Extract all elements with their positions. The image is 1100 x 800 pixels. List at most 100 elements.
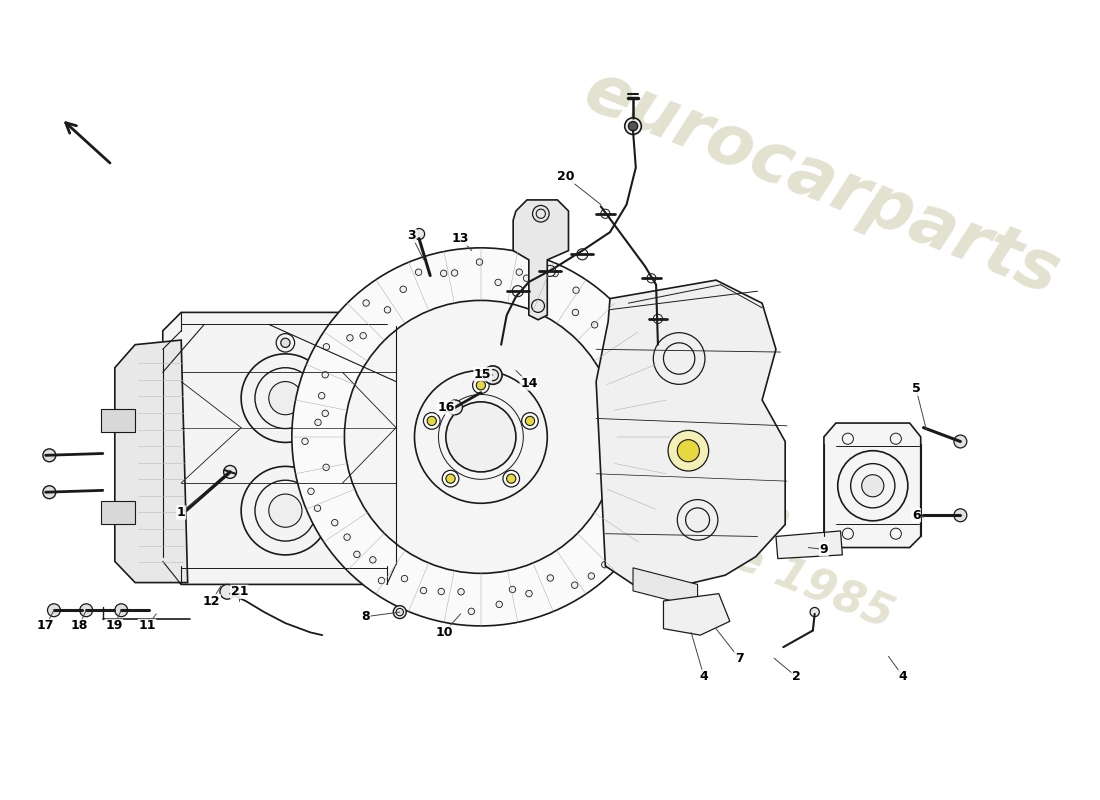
Polygon shape <box>101 502 135 525</box>
Circle shape <box>344 301 617 574</box>
Circle shape <box>620 527 627 534</box>
Circle shape <box>476 259 483 266</box>
Circle shape <box>647 274 656 283</box>
Text: 2: 2 <box>792 670 801 683</box>
Text: 5: 5 <box>912 382 921 395</box>
Text: 16: 16 <box>437 401 454 414</box>
Circle shape <box>315 505 321 511</box>
Text: 1: 1 <box>177 506 186 519</box>
Circle shape <box>503 470 519 487</box>
Circle shape <box>573 287 580 294</box>
Circle shape <box>438 588 444 594</box>
Circle shape <box>612 547 617 554</box>
Circle shape <box>521 413 538 430</box>
Text: 4: 4 <box>899 670 907 683</box>
Circle shape <box>318 393 324 399</box>
Circle shape <box>360 333 366 339</box>
Circle shape <box>641 498 648 504</box>
Text: 17: 17 <box>37 619 54 633</box>
Circle shape <box>43 486 56 498</box>
Circle shape <box>363 300 370 306</box>
Circle shape <box>625 118 641 134</box>
Polygon shape <box>596 280 785 594</box>
Circle shape <box>80 604 92 617</box>
Text: since 1985: since 1985 <box>634 495 900 636</box>
Circle shape <box>414 229 425 239</box>
Circle shape <box>280 338 290 347</box>
Circle shape <box>810 607 820 617</box>
Circle shape <box>588 573 594 579</box>
Circle shape <box>650 389 656 395</box>
Polygon shape <box>663 594 730 635</box>
Circle shape <box>448 400 462 414</box>
Circle shape <box>552 270 559 277</box>
Circle shape <box>220 585 234 599</box>
Circle shape <box>331 519 338 526</box>
Circle shape <box>114 604 128 617</box>
Circle shape <box>592 322 597 328</box>
Circle shape <box>625 343 631 350</box>
Circle shape <box>268 494 302 527</box>
Circle shape <box>572 310 579 316</box>
Circle shape <box>628 122 638 130</box>
Text: 10: 10 <box>436 626 453 639</box>
Circle shape <box>639 430 646 437</box>
Circle shape <box>572 582 578 588</box>
Circle shape <box>458 589 464 595</box>
Polygon shape <box>101 410 135 432</box>
Circle shape <box>601 209 610 218</box>
Text: 18: 18 <box>70 619 88 633</box>
Circle shape <box>424 413 440 430</box>
Text: 13: 13 <box>452 232 470 245</box>
Text: 9: 9 <box>820 543 828 556</box>
Polygon shape <box>514 200 569 320</box>
Circle shape <box>442 470 459 487</box>
Circle shape <box>654 458 661 465</box>
Text: 14: 14 <box>520 377 538 390</box>
Circle shape <box>47 604 60 617</box>
Circle shape <box>378 578 385 584</box>
Text: 7: 7 <box>735 652 744 665</box>
Text: 15: 15 <box>474 368 492 381</box>
Circle shape <box>526 590 532 597</box>
Circle shape <box>509 586 516 593</box>
Polygon shape <box>824 423 921 547</box>
Circle shape <box>322 410 329 417</box>
Circle shape <box>532 206 549 222</box>
Circle shape <box>400 286 406 293</box>
Circle shape <box>446 402 516 472</box>
Circle shape <box>495 279 502 286</box>
Text: a passion: a passion <box>590 426 796 539</box>
Circle shape <box>346 334 353 341</box>
Text: 12: 12 <box>202 594 220 607</box>
Text: 6: 6 <box>912 509 921 522</box>
Circle shape <box>645 469 651 475</box>
Circle shape <box>668 430 708 471</box>
Circle shape <box>440 270 447 277</box>
Circle shape <box>496 601 503 608</box>
Text: eurocarparts: eurocarparts <box>574 58 1069 310</box>
Circle shape <box>370 557 376 563</box>
Text: 19: 19 <box>106 619 122 633</box>
Text: 8: 8 <box>361 610 370 623</box>
Circle shape <box>678 440 700 462</box>
Circle shape <box>469 608 474 614</box>
Circle shape <box>654 409 661 415</box>
Circle shape <box>420 587 427 594</box>
Circle shape <box>861 474 883 497</box>
Circle shape <box>484 366 502 384</box>
Circle shape <box>308 488 315 494</box>
Circle shape <box>513 286 524 297</box>
Circle shape <box>268 382 302 414</box>
Circle shape <box>323 343 330 350</box>
Text: 20: 20 <box>557 170 574 183</box>
Circle shape <box>416 269 421 275</box>
Circle shape <box>653 314 662 323</box>
Circle shape <box>322 371 329 378</box>
Circle shape <box>446 474 455 483</box>
Text: 21: 21 <box>231 586 248 598</box>
Circle shape <box>507 474 516 483</box>
Circle shape <box>427 416 437 426</box>
Circle shape <box>43 449 56 462</box>
Circle shape <box>630 374 637 380</box>
